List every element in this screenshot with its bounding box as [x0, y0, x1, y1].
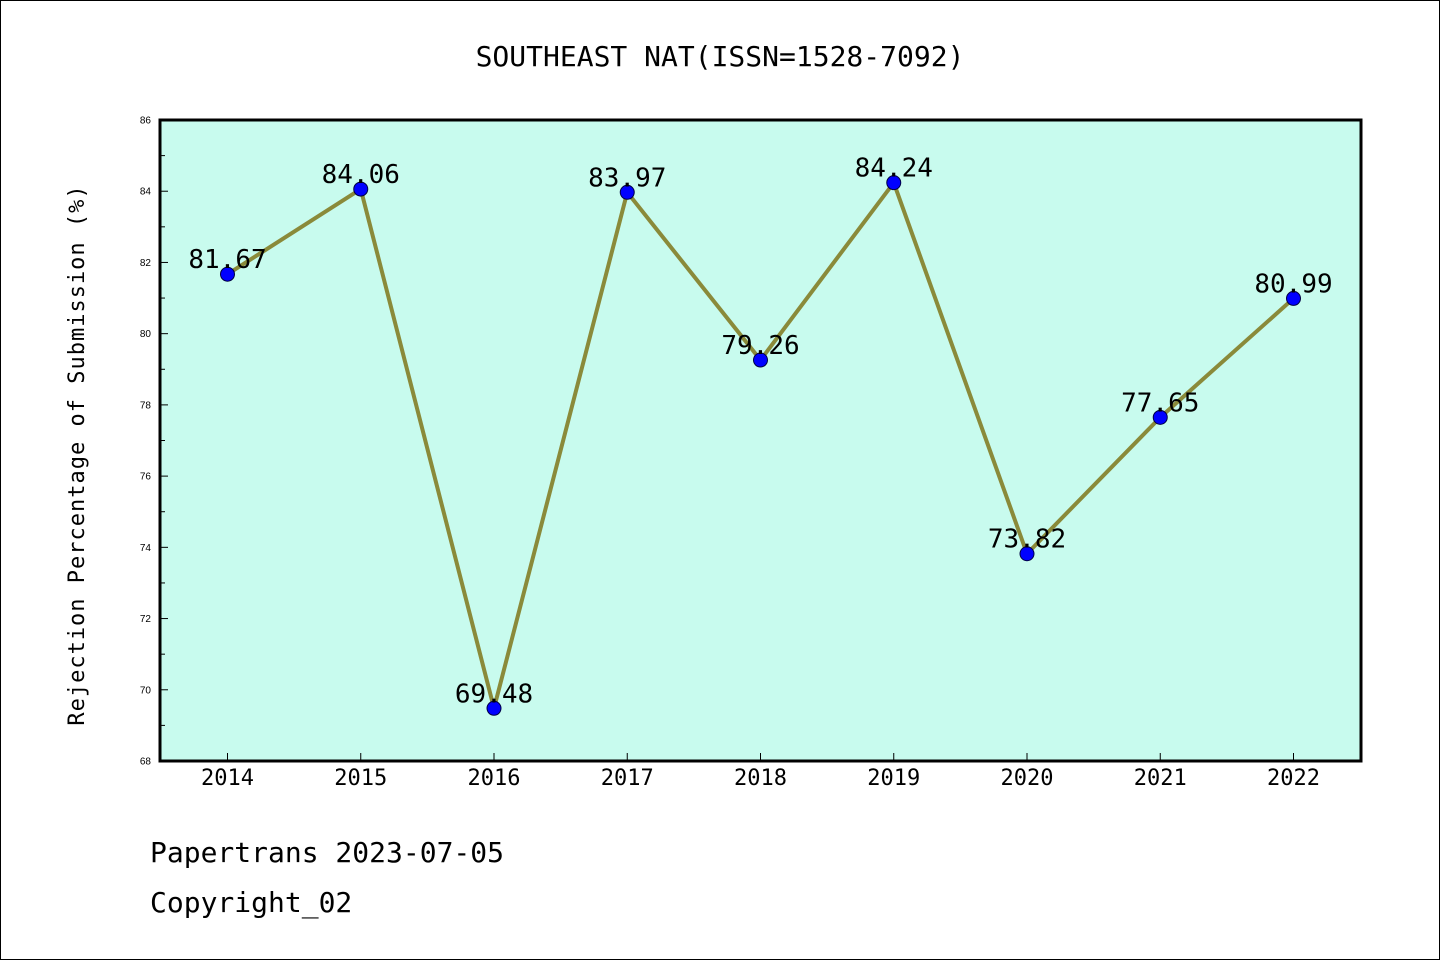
x-tick-label: 2014 [201, 766, 254, 791]
y-tick-label: 78 [140, 400, 152, 411]
y-tick-label: 84 [140, 187, 152, 198]
data-point-2016 [486, 700, 502, 716]
x-tick-label: 2016 [468, 766, 521, 791]
data-point-2017 [619, 184, 635, 200]
plot-area [158, 118, 1363, 763]
x-tick-label: 2022 [1267, 766, 1320, 791]
chart-title: SOUTHEAST NAT(ISSN=1528-7092) [476, 40, 965, 73]
data-point-2022 [1286, 290, 1301, 306]
footer-copyright: Copyright_02 [150, 886, 353, 919]
data-label-2014: 81.67 [188, 245, 266, 275]
y-tick-label: 72 [140, 614, 152, 625]
data-point-2021 [1152, 409, 1168, 425]
data-label-2016: 69.48 [455, 679, 533, 709]
data-label-2019: 84.24 [855, 154, 933, 184]
y-tick-label: 86 [140, 116, 152, 127]
x-tick-label: 2020 [1001, 766, 1054, 791]
x-tick-label: 2015 [334, 766, 387, 791]
data-point-2020 [1019, 546, 1035, 562]
x-tick-label: 2018 [734, 766, 787, 791]
data-point-2014 [220, 266, 235, 282]
y-axis-label: Rejection Percentage of Submission (%) [65, 184, 90, 725]
data-label-2015: 84.06 [322, 160, 400, 190]
data-labels: 81.67 84.06 69.48 83.97 79.26 84.24 73.82 77.65… [188, 154, 1332, 710]
series-line [220, 175, 1301, 716]
data-label-2017: 83.97 [588, 163, 666, 193]
y-tick-label: 68 [140, 757, 152, 768]
x-tick-label: 2019 [867, 766, 920, 791]
data-point-2018 [753, 352, 768, 368]
data-point-2019 [886, 175, 902, 191]
y-tick-label: 70 [140, 685, 152, 696]
y-axis: 68 70 72 74 76 78 80 82 84 86 [140, 116, 168, 768]
footer-source: Papertrans 2023-07-05 [150, 836, 505, 869]
x-tick-label: 2017 [601, 766, 654, 791]
y-tick-label: 80 [140, 329, 152, 340]
y-tick-label: 82 [140, 258, 152, 269]
y-tick-label: 76 [140, 472, 152, 483]
x-tick-label: 2021 [1134, 766, 1187, 791]
data-label-2018: 79.26 [721, 331, 799, 361]
data-label-2020: 73.82 [988, 525, 1066, 555]
y-tick-label: 74 [140, 543, 152, 554]
x-axis: 2014 2015 2016 2017 2018 2019 2020 2021 2022 [201, 753, 1320, 791]
data-label-2022: 80.99 [1254, 269, 1332, 299]
data-label-2021: 77.65 [1121, 388, 1199, 418]
data-point-2015 [353, 181, 369, 197]
